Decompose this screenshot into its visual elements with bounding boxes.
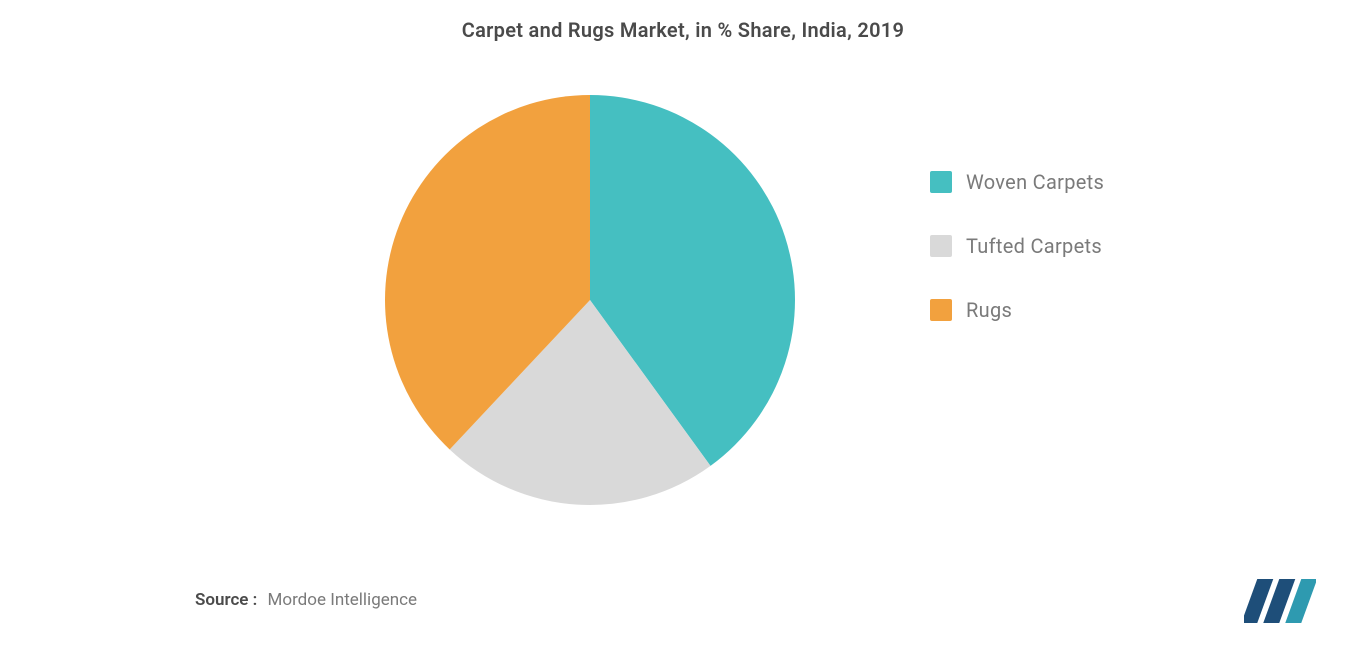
legend-swatch-1 (930, 235, 952, 257)
source-label: Source : (195, 590, 257, 610)
legend-label-0: Woven Carpets (966, 170, 1104, 194)
legend-label-2: Rugs (966, 298, 1012, 322)
legend-item-1: Tufted Carpets (930, 234, 1104, 258)
legend-item-0: Woven Carpets (930, 170, 1104, 194)
pie-chart (380, 90, 800, 510)
chart-container: Carpet and Rugs Market, in % Share, Indi… (0, 0, 1366, 655)
legend: Woven Carpets Tufted Carpets Rugs (930, 170, 1104, 362)
source-line: Source : Mordoe Intelligence (195, 590, 417, 610)
chart-title: Carpet and Rugs Market, in % Share, Indi… (0, 18, 1366, 42)
legend-label-1: Tufted Carpets (966, 234, 1102, 258)
legend-swatch-2 (930, 299, 952, 321)
brand-logo (1244, 577, 1316, 625)
legend-item-2: Rugs (930, 298, 1104, 322)
legend-swatch-0 (930, 171, 952, 193)
source-text: Mordoe Intelligence (268, 590, 418, 610)
